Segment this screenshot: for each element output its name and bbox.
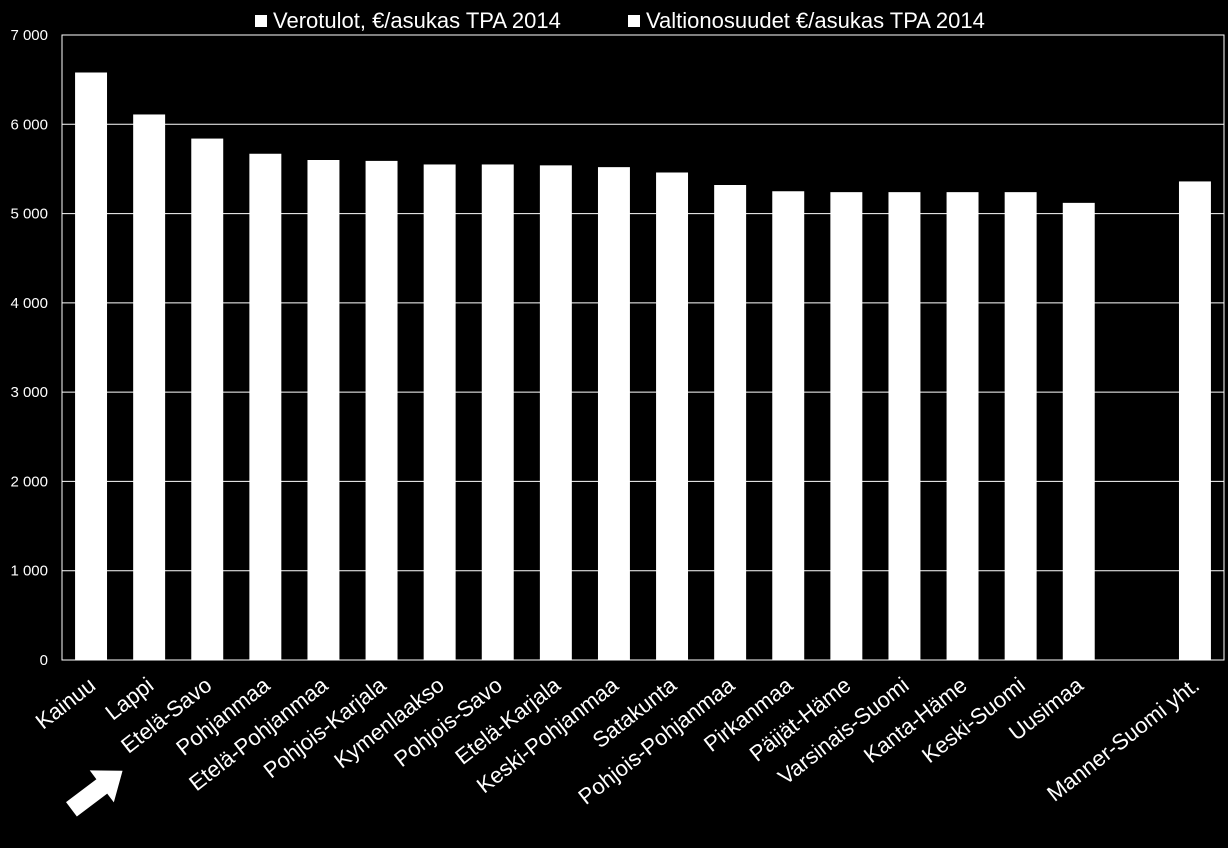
- bar: [423, 164, 456, 660]
- bar: [714, 185, 747, 660]
- legend: Verotulot, €/asukas TPA 2014 Valtionosuu…: [0, 6, 1228, 36]
- x-axis-ticks: Kainuu LappiEtelä-SavoPohjanmaaEtelä-Pohj…: [31, 672, 1204, 810]
- y-tick-label: 4 000: [10, 295, 48, 312]
- pointer-arrow-icon: [66, 770, 123, 817]
- legend-item-verotulot: Verotulot, €/asukas TPA 2014: [255, 6, 561, 36]
- bar: [365, 160, 398, 660]
- bar: [133, 114, 166, 660]
- bar: [1062, 202, 1095, 660]
- legend-label: Verotulot, €/asukas TPA 2014: [273, 8, 561, 33]
- bar: [75, 72, 108, 660]
- legend-label: Valtionosuudet €/asukas TPA 2014: [646, 8, 985, 33]
- bar: [656, 172, 689, 660]
- y-tick-label: 7 000: [10, 27, 48, 44]
- bar: [1178, 181, 1211, 660]
- bar: [191, 138, 224, 661]
- y-tick-label: 5 000: [10, 206, 48, 223]
- y-tick-label: 1 000: [10, 563, 48, 580]
- bar: [888, 192, 921, 660]
- y-tick-label: 2 000: [10, 473, 48, 490]
- bar: [481, 164, 514, 660]
- bar: [539, 165, 572, 660]
- bars: [75, 72, 1211, 661]
- bar: [772, 191, 805, 660]
- x-tick-label: Kainuu: [31, 672, 100, 734]
- legend-item-valtionosuudet: Valtionosuudet €/asukas TPA 2014: [628, 6, 985, 36]
- bar: [946, 192, 979, 660]
- bar: [830, 192, 863, 660]
- grid-lines: [62, 34, 1224, 661]
- plot-frame: [61, 34, 1225, 661]
- legend-swatch: [255, 15, 267, 27]
- bar: [249, 153, 282, 660]
- y-tick-label: 0: [40, 652, 48, 669]
- legend-swatch: [628, 15, 640, 27]
- y-tick-label: 6 000: [10, 116, 48, 133]
- bar: [1004, 192, 1037, 660]
- bar: [307, 160, 340, 660]
- y-axis-ticks: 0 1 000 2 000 3 000 4 000 5 000 6 000 7 000: [10, 27, 48, 669]
- y-tick-label: 3 000: [10, 384, 48, 401]
- bar: [597, 167, 630, 660]
